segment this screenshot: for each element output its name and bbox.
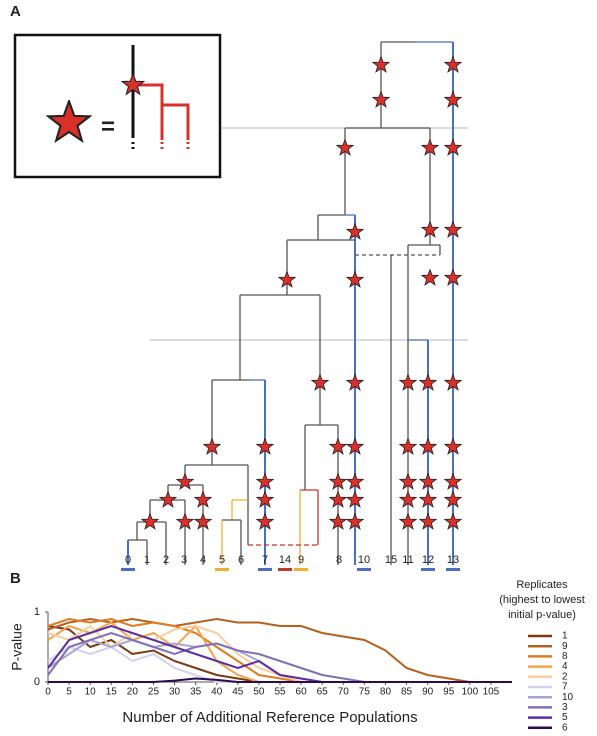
leaf-label: 12 [422, 554, 434, 566]
leaf-label: 4 [200, 554, 206, 566]
panel-label: A [10, 3, 21, 20]
x-tick-label: 0 [45, 687, 51, 698]
x-tick-label: 5 [66, 687, 72, 698]
leaf-label: 11 [402, 554, 413, 566]
star-icon [141, 513, 159, 530]
inset: = [13, 33, 222, 179]
legend-label: 9 [562, 641, 568, 652]
leaf-label: 15 [385, 554, 397, 566]
leaf-label: 6 [238, 554, 244, 566]
chart: B P-value Number of Additional Reference P… [9, 570, 585, 733]
star-icon [421, 269, 439, 286]
legend-label: 7 [562, 682, 568, 693]
legend-label: 3 [562, 702, 568, 713]
leaf-labels: 0 1 2 3 4 5 6 7 14 9 8 10 15 11 12 13 [121, 554, 460, 571]
x-tick-label: 30 [169, 687, 181, 698]
series-line [48, 677, 512, 683]
leaf-marker [294, 568, 308, 571]
y-tick-label: 1 [34, 606, 40, 618]
x-tick-label: 85 [401, 687, 413, 698]
x-tick-label: 75 [359, 687, 371, 698]
x-tick-label: 90 [422, 687, 434, 698]
y-tick-label: 0 [34, 676, 40, 688]
x-tick-label: 20 [127, 687, 139, 698]
x-tick-label: 70 [338, 687, 350, 698]
leaf-label: 0 [125, 554, 131, 566]
x-tick-label: 105 [483, 687, 500, 698]
legend-title: (highest to lowest [499, 594, 585, 606]
leaf-marker [215, 568, 229, 571]
legend-label: 4 [562, 661, 568, 672]
leaf-label: 8 [336, 554, 342, 566]
x-tick-label: 95 [443, 687, 455, 698]
x-tick-label: 25 [148, 687, 160, 698]
tree [127, 41, 454, 565]
legend-label: 10 [562, 692, 574, 703]
x-tick-label: 100 [461, 687, 478, 698]
x-tick-label: 10 [85, 687, 97, 698]
x-tick-label: 80 [380, 687, 392, 698]
leaf-marker [121, 568, 135, 571]
y-axis-title: P-value [9, 623, 25, 671]
star-icon [176, 473, 194, 490]
legend-label: 6 [562, 722, 568, 731]
leaf-label: 10 [358, 554, 370, 566]
leaf-label: 1 [144, 554, 150, 566]
legend-label: 1 [562, 631, 568, 642]
leaf-label: 13 [447, 554, 459, 566]
x-tick-label: 15 [106, 687, 118, 698]
x-tick-label: 45 [232, 687, 244, 698]
legend-title: Replicates [516, 579, 568, 591]
leaf-label: 7 [262, 554, 268, 566]
legend-title: initial p-value) [508, 609, 576, 621]
leaf-marker [446, 568, 460, 571]
legend-label: 8 [562, 651, 568, 662]
leaf-marker [258, 568, 272, 571]
x-tick-label: 60 [296, 687, 308, 698]
x-tick-label: 55 [274, 687, 286, 698]
leaf-label: 5 [219, 554, 225, 566]
leaf-label: 3 [181, 554, 187, 566]
leaf-marker [421, 568, 435, 571]
leaf-marker [357, 568, 371, 571]
x-tick-label: 65 [317, 687, 329, 698]
series-line [47, 617, 512, 683]
x-axis-title: Number of Additional Reference Populatio… [122, 709, 417, 726]
leaf-label: 14 [279, 554, 291, 566]
x-tick-label: 50 [253, 687, 265, 698]
x-tick-label: 35 [190, 687, 202, 698]
star-icon [159, 491, 177, 508]
leaf-label: 9 [298, 554, 304, 566]
legend-label: 2 [562, 671, 568, 682]
panel-label: B [10, 570, 21, 587]
x-tick-label: 40 [211, 687, 223, 698]
legend-label: 5 [562, 712, 568, 723]
leaf-label: 2 [163, 554, 169, 566]
equals-sign: = [101, 113, 115, 140]
leaf-marker [278, 568, 292, 571]
